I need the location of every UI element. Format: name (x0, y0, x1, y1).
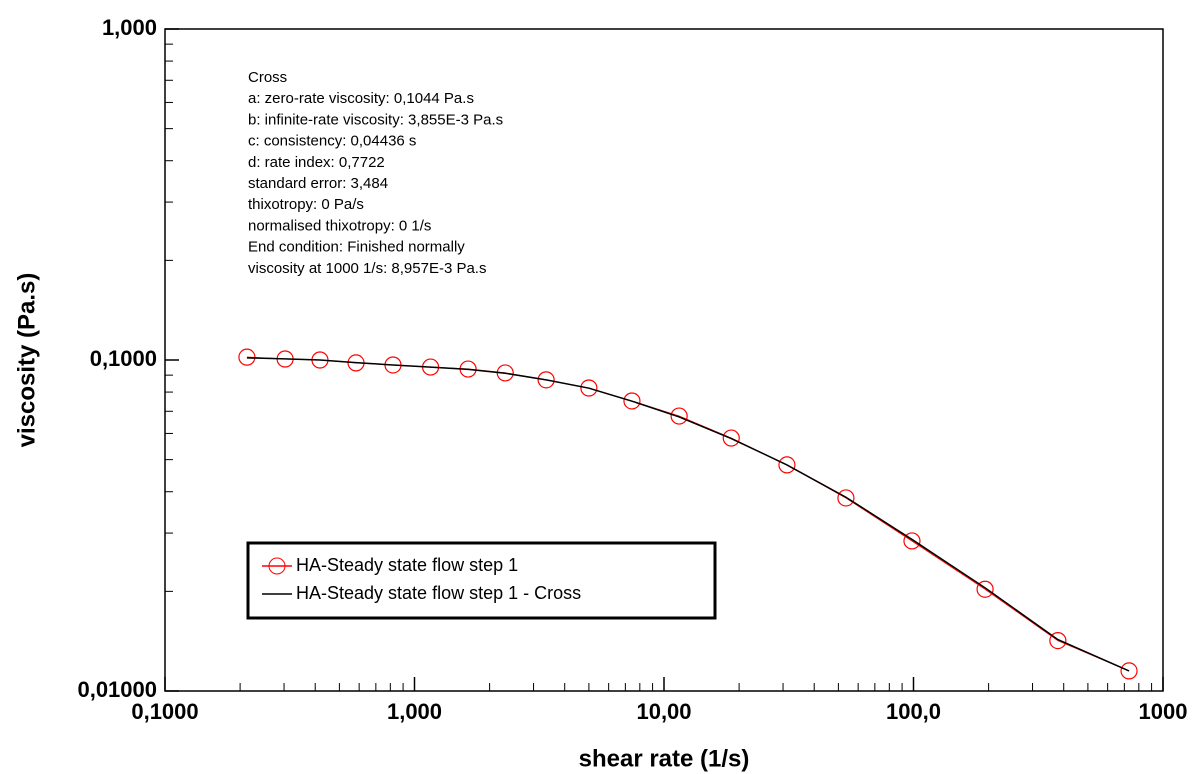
annotation-line: a: zero-rate viscosity: 0,1044 Pa.s (248, 90, 474, 107)
data-point (837, 489, 855, 507)
x-tick-label: 1,000 (387, 699, 442, 724)
series-line (246, 356, 1130, 672)
y-tick-label: 0,1000 (90, 346, 157, 371)
annotation-line: standard error: 3,484 (248, 175, 388, 192)
annotation-line: normalised thixotropy: 0 1/s (248, 217, 431, 234)
legend-label: HA-Steady state flow step 1 - Cross (296, 583, 581, 603)
data-point (722, 429, 740, 447)
data-point (623, 392, 641, 410)
data-point (238, 348, 256, 366)
x-tick-label: 0,1000 (131, 699, 198, 724)
annotation-line: Cross (248, 69, 287, 86)
y-tick-label: 0,01000 (77, 677, 157, 702)
x-axis-title: shear rate (1/s) (579, 745, 750, 772)
data-point (778, 456, 796, 474)
data-point (580, 379, 598, 397)
data-point (670, 407, 688, 425)
data-point (1120, 662, 1138, 680)
legend-box (246, 541, 717, 620)
legend: HA-Steady state flow step 1 HA-Steady sta… (246, 541, 717, 620)
x-tick-label: 100,0 (886, 699, 941, 724)
data-point (903, 532, 921, 550)
annotation-line: b: infinite-rate viscosity: 3,855E-3 Pa.… (248, 111, 503, 128)
annotation-line: viscosity at 1000 1/s: 8,957E-3 Pa.s (248, 260, 486, 277)
y-tick-label: 1,000 (102, 15, 157, 40)
annotation-line: End condition: Finished normally (248, 239, 465, 256)
data-point (976, 580, 994, 598)
x-tick-label: 10,00 (636, 699, 691, 724)
legend-marker (268, 557, 286, 575)
annotation-line: c: consistency: 0,04436 s (248, 133, 416, 150)
annotation-line: d: rate index: 0,7722 (248, 154, 385, 171)
y-axis-title: viscosity (Pa.s) (13, 273, 40, 448)
data-point (1049, 631, 1067, 650)
x-tick-label: 1000 (1139, 699, 1188, 724)
legend-label: HA-Steady state flow step 1 (296, 555, 518, 575)
data-point (537, 371, 555, 389)
series-line (246, 357, 1130, 672)
annotation-line: thixotropy: 0 Pa/s (248, 196, 364, 213)
